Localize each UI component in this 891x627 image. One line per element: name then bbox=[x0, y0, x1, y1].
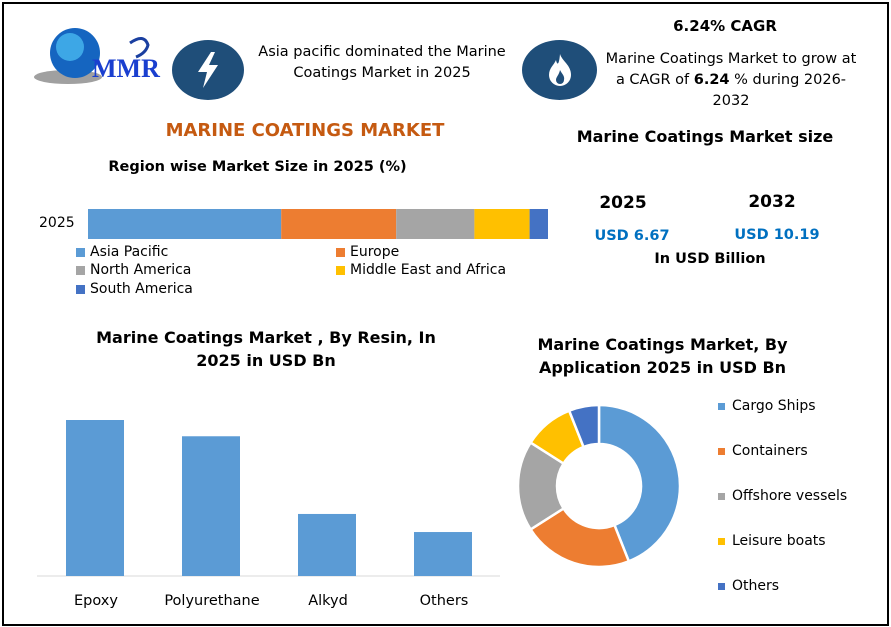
legend-swatch bbox=[76, 247, 85, 257]
bar-epoxy bbox=[66, 420, 124, 576]
donut-slice-others bbox=[567, 403, 601, 449]
bar-alkyd bbox=[298, 513, 356, 576]
bar-segment-europe bbox=[281, 209, 397, 239]
legend-swatch bbox=[336, 265, 345, 275]
legend-swatch bbox=[76, 265, 85, 275]
x-tick-label: Polyurethane bbox=[164, 593, 259, 609]
legend-item-others: Others bbox=[718, 578, 779, 594]
x-tick-label: Others bbox=[420, 593, 469, 609]
resin-bar-chart: Epoxy Polyurethane Alkyd Others bbox=[37, 420, 500, 609]
bar-polyurethane bbox=[182, 436, 240, 576]
legend-item-cargo-ships: Cargo Ships bbox=[718, 398, 816, 414]
application-chart-title: Marine Coatings Market, By Application 2… bbox=[537, 335, 788, 377]
legend-item-north-america: North America bbox=[76, 262, 191, 278]
legend-item-south-america: South America bbox=[76, 281, 193, 297]
donut-slice-cargo-ships bbox=[597, 403, 682, 563]
market-size-year-2025: 2025 bbox=[599, 193, 647, 213]
legend-swatch bbox=[76, 284, 85, 294]
legend-item-containers: Containers bbox=[718, 443, 808, 459]
legend-item-leisure-boats: Leisure boats bbox=[718, 533, 826, 549]
legend-item-asia-pacific: Asia Pacific bbox=[76, 244, 168, 260]
legend-swatch bbox=[718, 582, 725, 590]
flame-icon bbox=[522, 40, 597, 100]
cagr-text: Marine Coatings Market to grow at a CAGR… bbox=[600, 49, 862, 112]
bar-segment-north-america bbox=[396, 209, 475, 239]
legend-label: Leisure boats bbox=[732, 533, 826, 549]
region-chart-title: Region wise Market Size in 2025 (%) bbox=[108, 159, 407, 175]
resin-chart-title: Marine Coatings Market , By Resin, In 20… bbox=[96, 328, 436, 370]
legend-label: Middle East and Africa bbox=[350, 262, 507, 278]
cagr-title: 6.24% CAGR bbox=[673, 17, 777, 35]
legend-item-middle-east-and-africa: Middle East and Africa bbox=[336, 262, 506, 278]
legend-swatch bbox=[336, 247, 345, 257]
legend-label: North America bbox=[90, 262, 192, 278]
market-size-value-2032: USD 10.19 bbox=[734, 227, 820, 243]
region-chart-category-label: 2025 bbox=[39, 215, 75, 231]
bar-segment-asia-pacific bbox=[88, 209, 282, 239]
x-tick-label: Epoxy bbox=[74, 593, 118, 609]
legend-swatch bbox=[718, 402, 725, 410]
bar-others bbox=[414, 532, 472, 576]
application-donut-chart bbox=[516, 403, 682, 569]
cagr-text-post: % during 2026-2032 bbox=[712, 72, 847, 109]
legend-swatch bbox=[718, 492, 725, 500]
asia-dominance-text: Asia pacific dominated the Marine Coatin… bbox=[258, 44, 506, 81]
mmr-logo: MMR bbox=[30, 25, 165, 90]
legend-swatch bbox=[718, 447, 725, 455]
market-size-title: Marine Coatings Market size bbox=[576, 127, 834, 146]
bar-segment-south-america bbox=[529, 209, 548, 239]
market-size-year-2032: 2032 bbox=[748, 192, 796, 212]
legend-label: Containers bbox=[732, 443, 808, 459]
legend-item-europe: Europe bbox=[336, 244, 399, 260]
logo-text: MMR bbox=[92, 54, 160, 83]
cagr-text-pre: Marine Coatings Market to grow at a CAGR… bbox=[605, 51, 857, 88]
legend-label: Europe bbox=[350, 244, 400, 260]
globe-icon bbox=[34, 28, 150, 84]
cagr-value: 6.24 bbox=[693, 72, 730, 88]
legend-label: Others bbox=[732, 578, 780, 594]
legend-item-offshore-vessels: Offshore vessels bbox=[718, 488, 847, 504]
legend-label: South America bbox=[90, 281, 193, 297]
market-size-unit: In USD Billion bbox=[654, 251, 766, 267]
legend-label: Offshore vessels bbox=[732, 488, 848, 504]
legend-label: Cargo Ships bbox=[732, 398, 816, 414]
legend-label: Asia Pacific bbox=[90, 244, 169, 260]
x-tick-label: Alkyd bbox=[308, 593, 348, 609]
main-title: MARINE COATINGS MARKET bbox=[165, 120, 445, 141]
legend-swatch bbox=[718, 537, 725, 545]
market-size-value-2025: USD 6.67 bbox=[594, 228, 670, 244]
bar-segment-middle-east-and-africa bbox=[474, 209, 530, 239]
region-stacked-bar bbox=[88, 209, 548, 239]
lightning-icon bbox=[172, 40, 244, 100]
